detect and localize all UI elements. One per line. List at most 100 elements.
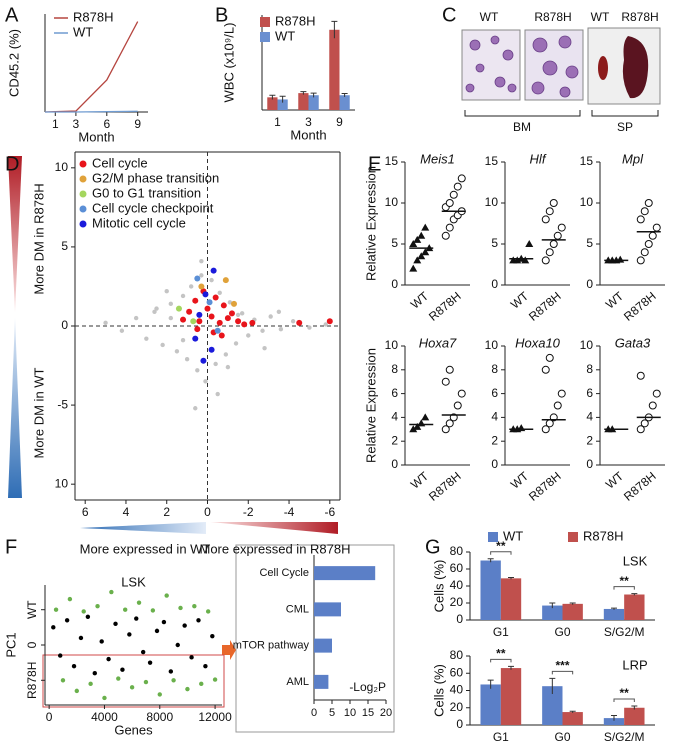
x-tick-label: 9 [134, 117, 141, 131]
point [208, 346, 215, 353]
point [409, 264, 418, 272]
point [445, 199, 454, 207]
y-tick-label: 4 [491, 410, 498, 424]
point [421, 248, 430, 256]
point [262, 345, 267, 351]
y-axis-label: Cells (%) [431, 664, 446, 717]
chart-title: Mpl [622, 151, 644, 166]
point [409, 240, 418, 247]
x-tick-label: WT [508, 469, 532, 492]
category-label: AML [286, 676, 309, 688]
error-bar [487, 679, 494, 689]
point [116, 676, 121, 681]
point [210, 633, 215, 639]
point [154, 306, 159, 311]
point [168, 315, 174, 321]
point [417, 231, 426, 239]
y-tick-label: 0 [491, 277, 498, 291]
y-tick-label: 6 [586, 386, 593, 400]
error-bar [341, 93, 348, 97]
bar [562, 603, 583, 620]
point [168, 669, 174, 674]
y-tick-label: R878H [25, 662, 39, 699]
point [109, 589, 114, 595]
legend-label: G2/M phase transition [92, 170, 219, 185]
error-bar [549, 677, 556, 694]
x-tick-label: 6 [82, 505, 89, 519]
point [171, 678, 176, 683]
bar [480, 684, 501, 725]
error-bar [279, 95, 286, 103]
chart-title: Hoxa10 [515, 335, 561, 350]
y-tick-label: 15 [580, 154, 594, 168]
point [188, 284, 194, 289]
y-tick-label: 5 [491, 236, 498, 250]
legend-swatch [260, 32, 270, 42]
point [202, 291, 209, 298]
y-axis-label: Cells (%) [431, 560, 446, 613]
point [192, 603, 197, 609]
image-label: SP [617, 120, 633, 134]
point [413, 422, 422, 430]
point [223, 352, 229, 357]
y-axis-label: Relative Expression [363, 166, 378, 281]
legend-swatch [79, 160, 87, 168]
wedge [8, 318, 22, 498]
y-tick-label: 0 [25, 641, 39, 648]
point [453, 401, 462, 410]
significance-bracket [490, 551, 512, 555]
point [541, 425, 550, 434]
error-bar [569, 602, 576, 605]
y-tick-label: 60 [450, 561, 464, 575]
x-axis-label: Month [290, 127, 326, 142]
bar [542, 686, 563, 725]
point [445, 365, 454, 374]
point [143, 679, 149, 685]
image-label: WT [591, 10, 610, 24]
y-axis-label: CD45.2 (%) [6, 29, 21, 97]
point [164, 593, 169, 598]
highlight-box [42, 654, 225, 708]
point [214, 327, 221, 334]
panel-letter: B [215, 4, 228, 26]
point [189, 655, 194, 660]
point [636, 256, 645, 265]
y-tick-label: 8 [491, 362, 498, 376]
y-tick-label: 2 [491, 433, 498, 447]
point [184, 357, 190, 362]
x-tick-label: 15 [362, 707, 374, 719]
bar [314, 638, 332, 653]
panel-box [235, 544, 395, 733]
point [58, 653, 63, 658]
category-label: mTOR pathway [233, 640, 310, 652]
point [136, 600, 142, 605]
x-tick-label: S/G2/M [604, 625, 645, 639]
significance-bracket [613, 698, 635, 703]
legend-swatch [488, 532, 498, 542]
point [525, 240, 534, 247]
point [144, 336, 149, 341]
x-axis-label: Month [78, 129, 114, 144]
point [199, 681, 204, 687]
legend-label: WT [275, 28, 295, 43]
y-tick-label: 0 [456, 717, 463, 731]
point [541, 365, 550, 374]
bar [480, 560, 501, 620]
point [203, 379, 208, 384]
point [92, 671, 97, 676]
x-tick-label: WT [603, 289, 627, 312]
x-tick-label: 9 [336, 115, 343, 129]
bar [500, 578, 522, 620]
x-tick-label: R878H [526, 469, 564, 504]
chart-title: LSK [121, 574, 146, 589]
point [307, 325, 312, 330]
point [276, 309, 282, 314]
image-label: WT [480, 10, 499, 24]
error-bar [631, 593, 638, 596]
point [417, 252, 426, 260]
point [218, 332, 225, 339]
y-tick-label: 5 [61, 239, 68, 253]
point [205, 609, 211, 614]
panel-letter: G [425, 536, 441, 558]
y-axis-label: WBC (x10⁹/L) [221, 23, 236, 103]
